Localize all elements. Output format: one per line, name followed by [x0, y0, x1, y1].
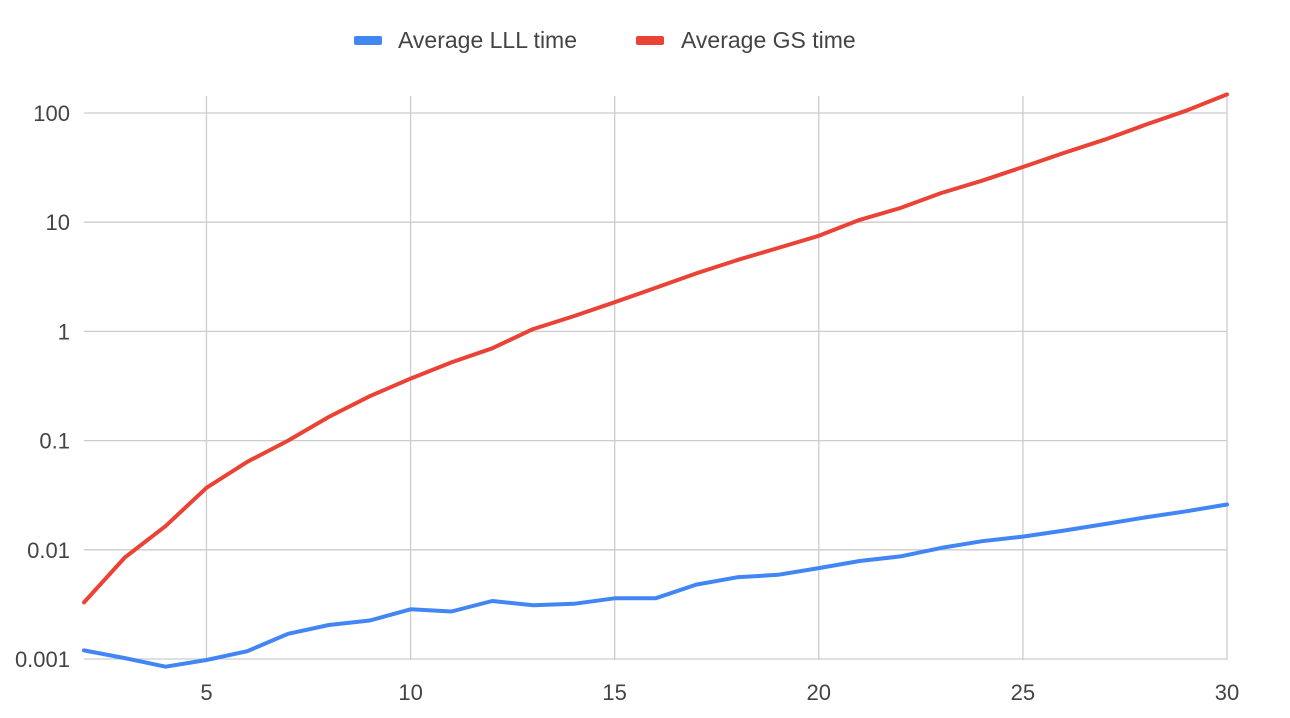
- x-tick-label: 10: [398, 680, 422, 705]
- tick-labels: 0.001 0.01 0.1 1 10 100 5 10 15 20 25 30: [15, 101, 1239, 705]
- x-tick-label: 15: [602, 680, 626, 705]
- y-tick-label: 0.001: [15, 647, 70, 672]
- x-tick-label: 25: [1011, 680, 1035, 705]
- legend-item-lll[interactable]: Average LLL time: [354, 27, 577, 53]
- series-line-lll[interactable]: [82, 502, 1229, 669]
- y-tick-label: 100: [33, 101, 70, 126]
- grid: [84, 96, 1228, 660]
- series-lines: [82, 92, 1229, 669]
- legend-item-gs[interactable]: Average GS time: [636, 27, 856, 53]
- legend: Average LLL time Average GS time: [354, 27, 856, 53]
- x-tick-label: 30: [1215, 680, 1239, 705]
- legend-label-lll: Average LLL time: [398, 27, 577, 53]
- y-tick-label: 1: [58, 319, 70, 344]
- series-line-gs[interactable]: [82, 92, 1229, 605]
- legend-swatch-gs: [636, 36, 664, 45]
- y-tick-label: 0.1: [39, 429, 70, 454]
- x-tick-label: 5: [200, 680, 212, 705]
- legend-swatch-lll: [354, 36, 382, 45]
- y-tick-label: 0.01: [27, 538, 70, 563]
- legend-label-gs: Average GS time: [681, 27, 856, 53]
- x-tick-label: 20: [807, 680, 831, 705]
- y-tick-label: 10: [46, 210, 70, 235]
